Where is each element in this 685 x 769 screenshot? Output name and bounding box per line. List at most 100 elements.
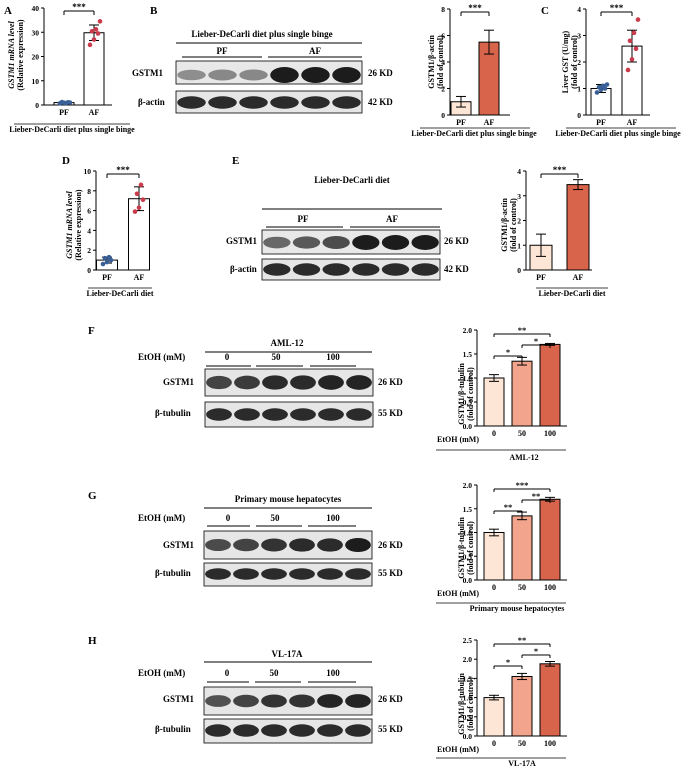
data-point [627,38,633,44]
y-tick-label: 1 [577,85,581,94]
significance-label: ** [518,635,527,645]
x-axis-label: Lieber-DeCarli diet plus single binge [9,125,135,134]
blot-band [177,96,206,109]
y-tick-label: 2.0 [463,655,473,664]
panel-letter-F: F [88,325,95,337]
data-point [134,191,140,197]
y-axis-label-2: (fold of control) [509,198,518,252]
y-tick-label: 1.5 [463,674,473,683]
blot-band [206,375,232,390]
bar-chart-h: 0.00.51.01.52.02.50 50 100**** [463,635,567,748]
panel-h-blot: VL-17A EtOH (mM) 0 50 100 GSTM1 β-tubuli… [138,649,403,744]
bar-chart-g: 0.00.51.01.52.00 50 100******* [463,480,567,592]
size-label-target: 26 KD [378,540,403,550]
bar [83,32,105,106]
x-tick-label: PF [102,273,112,282]
blot-title: Lieber-DeCarli diet [314,175,389,185]
blot-band [270,96,299,109]
panel-letter-C: C [541,5,549,17]
size-label-loading: 42 KD [444,264,469,274]
blot-band [261,568,287,580]
blot-band [289,568,315,580]
y-tick-label: 1.0 [463,694,473,703]
panel-letter-B: B [150,5,158,17]
blot-band [289,538,315,552]
blot-band [233,568,259,580]
size-label-target: 26 KD [378,377,403,387]
blot-band [317,538,343,552]
blot-band [233,538,259,552]
band-group [205,694,371,737]
blot-band [290,408,316,421]
dose-label: 0 [225,352,230,362]
group-label-af: AF [386,214,398,224]
blot-title: VL-17A [272,649,303,659]
bar-chart-a: 0 10 20 30 40 PF AF *** [32,2,112,117]
blot-title: Primary mouse hepatocytes [235,494,342,504]
data-point [102,255,108,261]
y-axis-label: GSTM1 mRNA level [65,190,74,258]
blot-band [289,694,315,708]
y-tick-label: 0 [35,101,39,110]
blot-strip-loading [203,718,373,744]
panel-letter-G: G [88,490,97,502]
x-tick-label: 100 [544,583,556,592]
bar [539,343,561,427]
x-tick-label: 50 [518,739,526,748]
x-tick-label: AF [627,118,638,127]
size-label-target: 26 KD [368,68,393,78]
y-tick-label: 0 [517,266,521,275]
group-label-af: AF [309,46,321,56]
blot-band [263,263,291,276]
y-axis-label: GSTM1/β-tubulin [457,363,466,425]
data-point [604,82,610,87]
dose-label: 50 [272,352,282,362]
blot-band [381,235,410,250]
y-axis-label-2: (fold of control) [436,35,445,89]
blot-strip-loading [204,401,374,428]
y-axis-label-2: (fold of control) [466,367,475,421]
data-point [631,30,637,36]
row-label-loading: β-actin [138,97,165,107]
data-point [600,83,606,89]
y-tick-label: 2 [87,246,91,255]
bar [511,675,533,737]
bar [511,515,533,581]
size-label-loading: 55 KD [378,724,403,734]
blot-title: AML-12 [271,338,304,348]
y-tick-label: 20 [32,53,40,62]
panel-letter-A: A [4,5,12,17]
bar [539,498,561,581]
panel-letter-D: D [62,155,70,167]
blot-strip-target [204,368,374,397]
blot-band [345,568,371,580]
significance-label: * [534,646,538,656]
y-tick-label: 0.0 [463,576,473,585]
x-axis-label: AML-12 [509,453,538,462]
blot-band [261,538,287,552]
blot-band [177,69,206,81]
blot-band [261,724,287,737]
row-label-target: GSTM1 [163,694,195,704]
y-axis-label-2: (fold of control) [466,677,475,731]
x-axis-label: Lieber-DeCarli diet plus single binge [411,129,537,138]
x-tick-label: 100 [544,429,556,438]
x-tick-label: AF [89,108,100,117]
y-axis-label: GSTM1/β-tubulin [457,517,466,579]
significance-label: * [506,657,510,667]
y-tick-label: 1.0 [463,374,473,383]
bar [511,360,533,427]
y-tick-label: 0 [87,266,91,275]
treatment-label: EtOH (mM) [138,513,185,523]
panel-letter-H: H [88,635,97,647]
blot-band [263,236,291,249]
data-point [95,31,101,36]
blot-band [318,375,344,390]
blot-strip-target [203,686,373,716]
y-tick-label: 3 [577,32,581,41]
blot-band [322,236,350,249]
blot-band [346,375,372,390]
data-point [93,27,99,32]
bar-chart-e: 0 1 2 3 4 PF AF *** [517,165,592,282]
